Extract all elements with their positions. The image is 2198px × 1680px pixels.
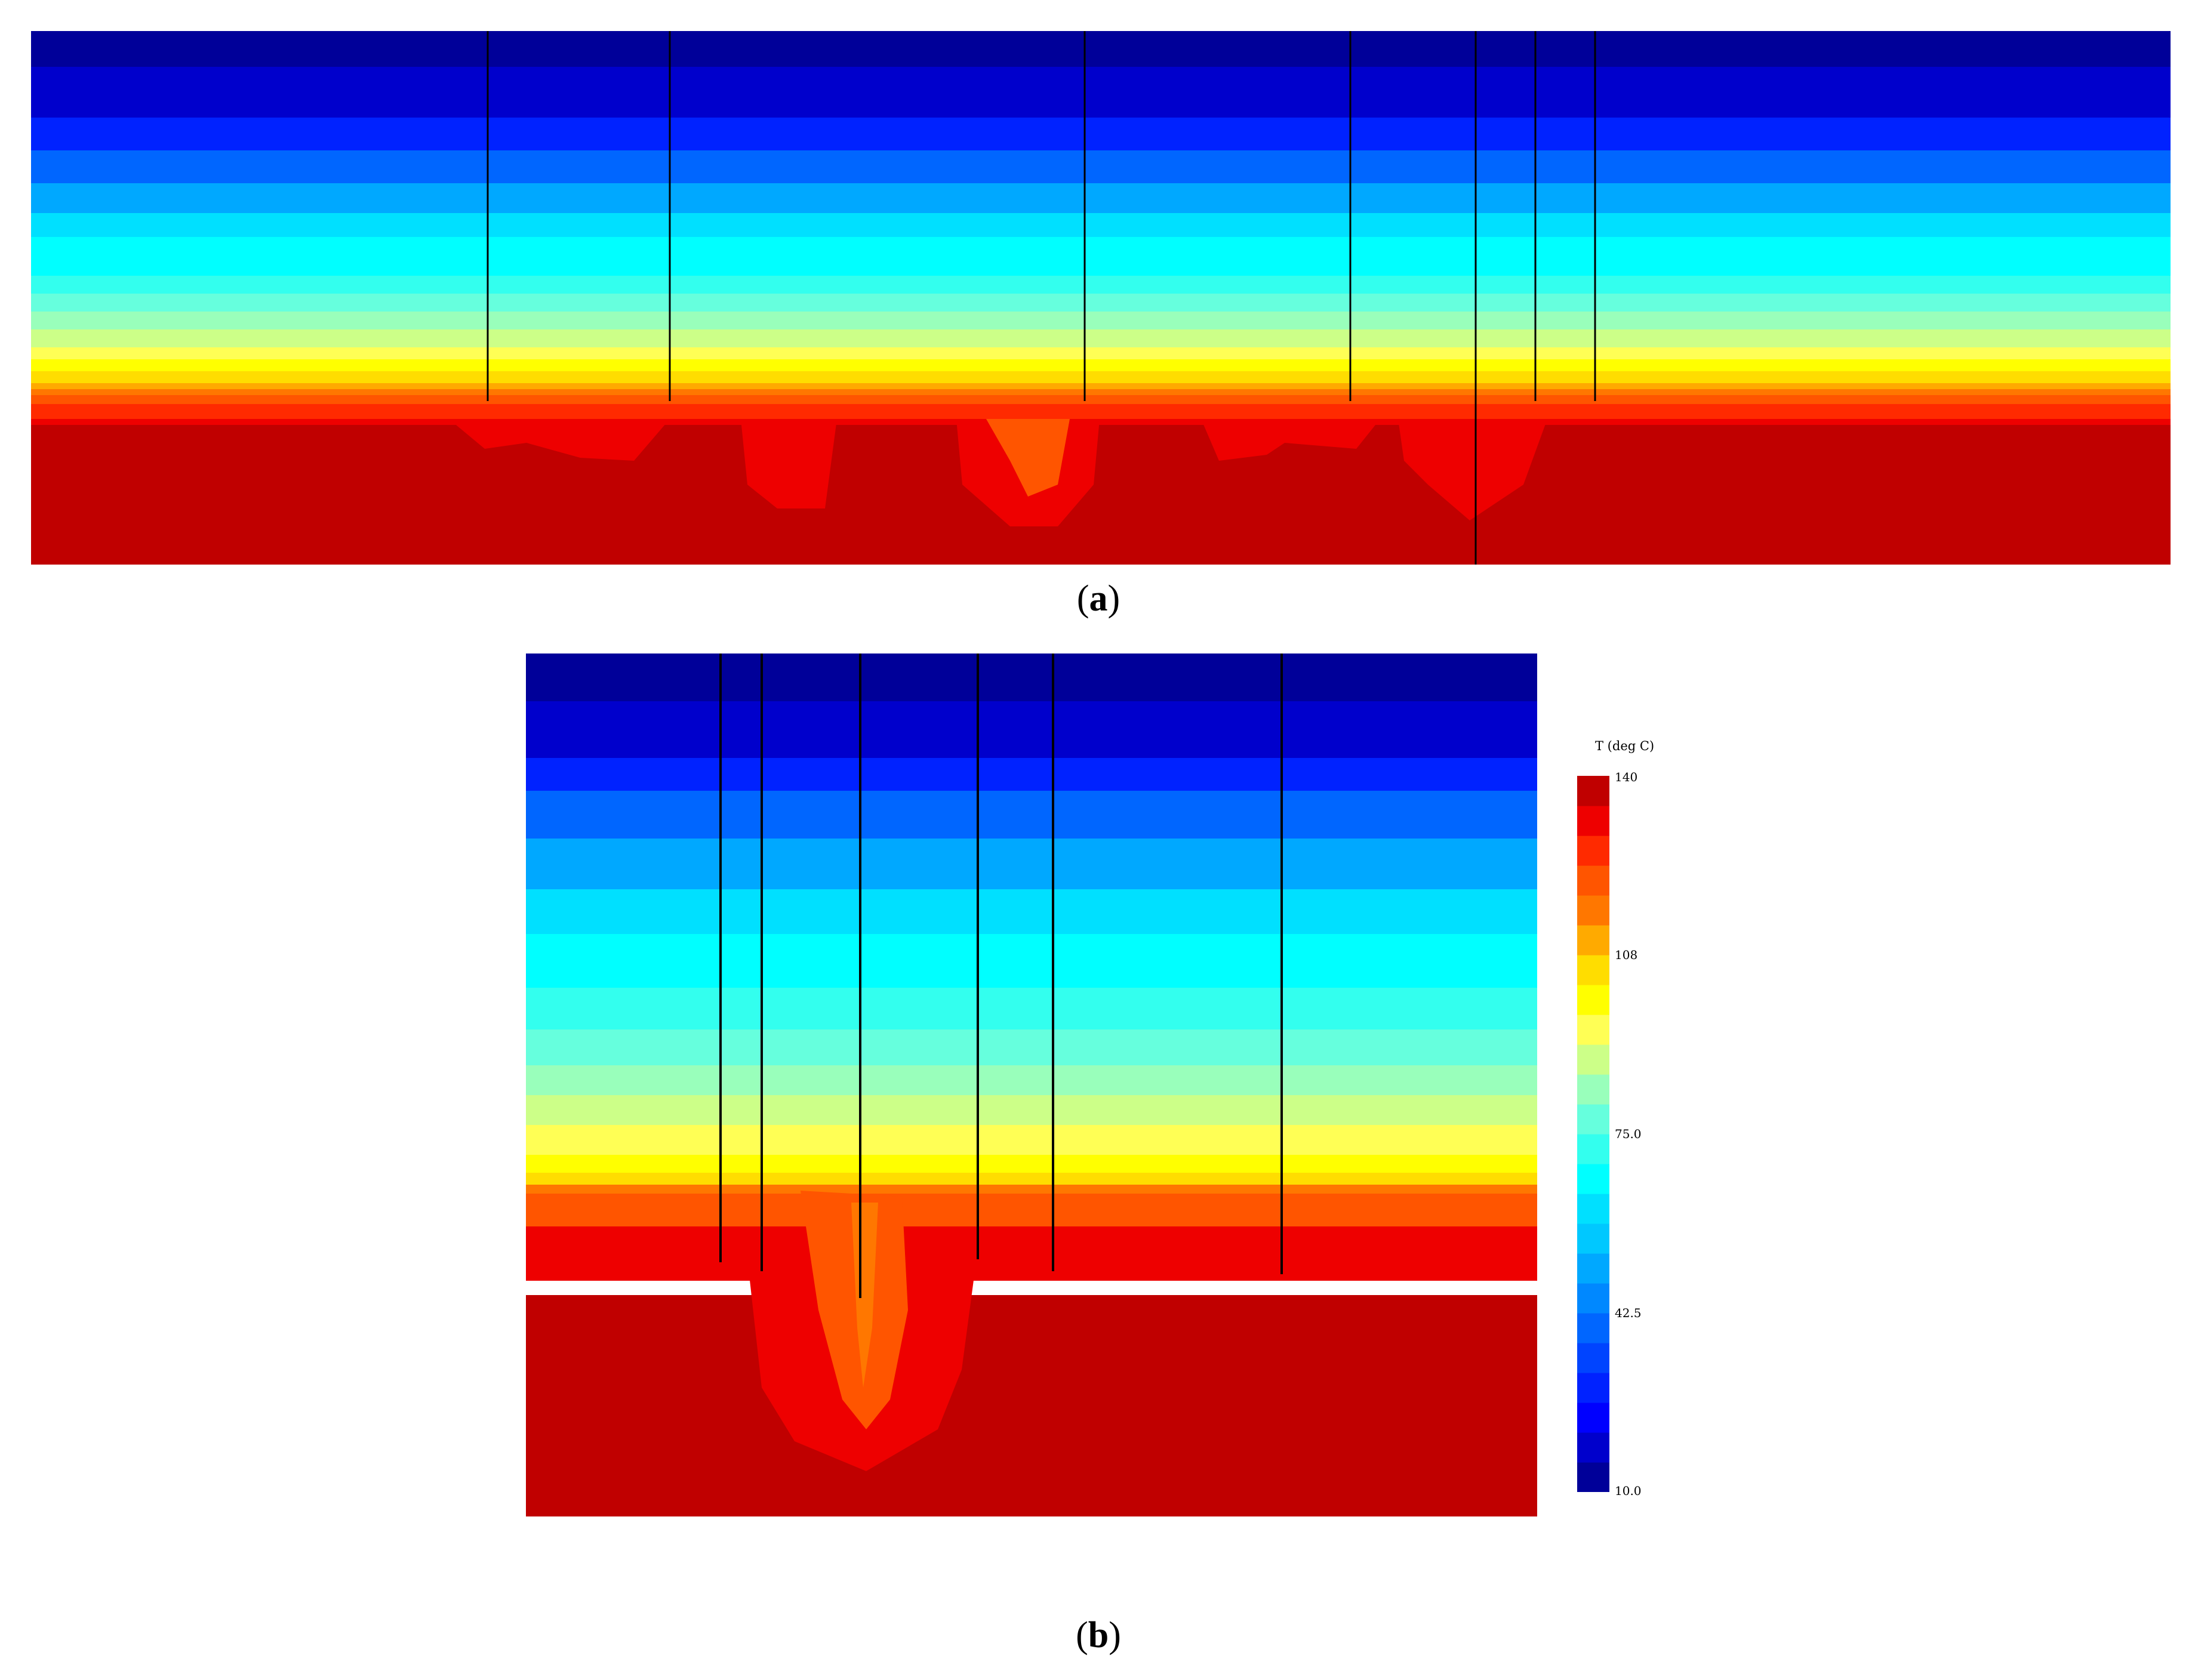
colorbar-band <box>1577 955 1609 985</box>
temperature-band <box>526 889 1537 935</box>
temperature-band <box>526 1065 1537 1096</box>
temperature-band <box>526 1226 1537 1281</box>
colorbar-band <box>1577 865 1609 896</box>
basement-band <box>31 425 2171 565</box>
colorbar-tick-42-5: 42.5 <box>1615 1306 1642 1320</box>
temperature-band <box>526 653 1537 702</box>
colorbar-band <box>1577 1194 1609 1224</box>
basement-band <box>526 1295 1537 1516</box>
temperature-band <box>526 1173 1537 1185</box>
colorbar-band <box>1577 1134 1609 1164</box>
panel-a-plot <box>31 31 2171 565</box>
colorbar-title: T (deg C) <box>1595 739 1655 753</box>
colorbar-bands <box>1577 776 1609 1493</box>
colorbar-band <box>1577 1015 1609 1045</box>
caption-b-letter: b <box>1088 1615 1109 1656</box>
temperature-band <box>31 329 2171 348</box>
caption-a-letter: a <box>1089 578 1108 619</box>
temperature-band <box>526 1029 1537 1066</box>
temperature-band <box>31 237 2171 276</box>
colorbar-band <box>1577 985 1609 1015</box>
colorbar-band <box>1577 1343 1609 1373</box>
colorbar-band <box>1577 1462 1609 1493</box>
temperature-band <box>526 791 1537 839</box>
temperature-band <box>31 294 2171 312</box>
colorbar-band <box>1577 776 1609 806</box>
hot-plume <box>449 419 670 461</box>
colorbar-band <box>1577 1283 1609 1314</box>
colorbar <box>1577 776 1609 1493</box>
temperature-band <box>526 1185 1537 1194</box>
temperature-band <box>31 395 2171 405</box>
temperature-band <box>31 359 2171 372</box>
temperature-band <box>31 276 2171 294</box>
hot-plume-inner <box>851 1203 878 1388</box>
temperature-band <box>526 1095 1537 1126</box>
colorbar-tick-75: 75.0 <box>1615 1127 1642 1141</box>
colorbar-band <box>1577 1104 1609 1135</box>
colorbar-tick-10: 10.0 <box>1615 1484 1642 1498</box>
temperature-band <box>31 371 2171 384</box>
colorbar-band <box>1577 895 1609 926</box>
colorbar-band <box>1577 1432 1609 1463</box>
temperature-band <box>526 1125 1537 1155</box>
panel-b-plot <box>526 653 1537 1516</box>
hot-plume <box>741 419 837 508</box>
temperature-band <box>31 389 2171 396</box>
temperature-band <box>31 347 2171 360</box>
colorbar-band <box>1577 1373 1609 1403</box>
colorbar-band <box>1577 1223 1609 1254</box>
temperature-band <box>31 118 2171 151</box>
temperature-panel-a <box>31 31 2171 565</box>
temperature-band <box>31 183 2171 214</box>
colorbar-band <box>1577 836 1609 866</box>
caption-a: (a) <box>1076 578 1120 619</box>
temperature-band <box>31 67 2171 118</box>
temperature-band <box>31 383 2171 390</box>
temperature-band <box>526 1155 1537 1173</box>
temperature-band <box>526 1194 1537 1227</box>
temperature-band <box>526 988 1537 1030</box>
colorbar-tick-108: 108 <box>1615 948 1638 962</box>
temperature-panel-b <box>526 653 1537 1516</box>
colorbar-band <box>1577 806 1609 836</box>
hot-plume <box>1398 419 1547 520</box>
colorbar-band <box>1577 1164 1609 1194</box>
temperature-band <box>31 31 2171 67</box>
caption-b: (b) <box>1076 1615 1121 1656</box>
temperature-band <box>31 150 2171 184</box>
temperature-band <box>31 312 2171 330</box>
hot-plume-core <box>986 419 1070 497</box>
temperature-band <box>526 758 1537 791</box>
colorbar-band <box>1577 925 1609 955</box>
temperature-band <box>526 934 1537 988</box>
colorbar-tick-140: 140 <box>1615 770 1638 784</box>
temperature-band <box>526 701 1537 759</box>
colorbar-band <box>1577 1402 1609 1433</box>
hot-plume-core <box>801 1191 908 1429</box>
temperature-band <box>526 839 1537 890</box>
colorbar-band <box>1577 1074 1609 1105</box>
colorbar-band <box>1577 1253 1609 1284</box>
temperature-band <box>31 404 2171 420</box>
colorbar-band <box>1577 1313 1609 1343</box>
hot-plume <box>1201 419 1380 461</box>
temperature-band <box>31 213 2171 238</box>
colorbar-band <box>1577 1044 1609 1075</box>
